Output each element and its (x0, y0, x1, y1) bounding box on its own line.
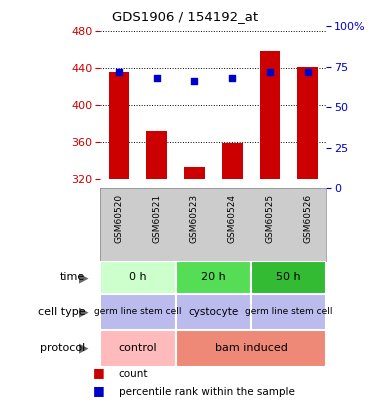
Point (229, 75, 235, 81)
Bar (100, 330, 175, 367)
Text: GSM60525: GSM60525 (265, 194, 275, 243)
Text: 20 h: 20 h (201, 273, 226, 282)
Text: GSM60523: GSM60523 (190, 194, 199, 243)
Text: ▶: ▶ (79, 305, 89, 318)
Text: 50 h: 50 h (276, 273, 301, 282)
Bar (251, 294, 326, 330)
Bar (100, 261, 175, 294)
Bar (109, 72, 129, 179)
Text: GDS1906 / 154192_at: GDS1906 / 154192_at (112, 10, 259, 23)
Point (154, 75, 160, 81)
Bar (100, 294, 175, 330)
Point (305, 68, 311, 75)
Text: germ line stem cell: germ line stem cell (94, 307, 182, 316)
Point (191, 78, 197, 85)
Text: cell type: cell type (38, 307, 85, 317)
Text: GSM60526: GSM60526 (303, 194, 312, 243)
Text: GSM60524: GSM60524 (228, 194, 237, 243)
Text: ■: ■ (93, 367, 105, 379)
Text: germ line stem cell: germ line stem cell (245, 307, 332, 316)
Point (116, 68, 122, 75)
Text: control: control (119, 343, 157, 353)
Text: cystocyte: cystocyte (188, 307, 239, 317)
Text: bam induced: bam induced (214, 343, 288, 353)
Bar (147, 131, 167, 179)
Text: 0 h: 0 h (129, 273, 147, 282)
Bar (260, 51, 280, 179)
Text: ▶: ▶ (79, 271, 89, 284)
Bar (184, 167, 205, 179)
Bar (222, 143, 243, 179)
Text: count: count (119, 369, 148, 379)
Text: ■: ■ (93, 384, 105, 397)
Bar (297, 67, 318, 179)
Text: protocol: protocol (40, 343, 85, 353)
Bar (251, 261, 326, 294)
Bar (175, 261, 251, 294)
Text: percentile rank within the sample: percentile rank within the sample (119, 387, 295, 397)
Text: time: time (60, 273, 85, 282)
Point (267, 68, 273, 75)
Text: GSM60520: GSM60520 (115, 194, 124, 243)
Text: GSM60521: GSM60521 (152, 194, 161, 243)
Bar (175, 330, 326, 367)
Bar (175, 294, 251, 330)
Text: ▶: ▶ (79, 342, 89, 355)
